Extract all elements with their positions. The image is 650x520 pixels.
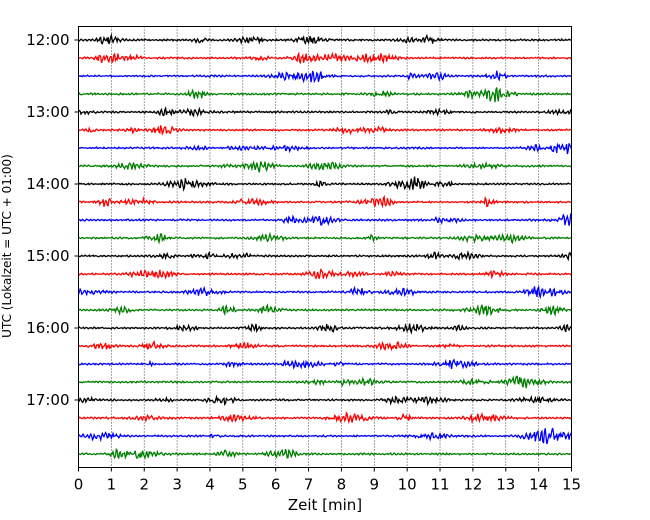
x-tick-label: 3 — [172, 476, 182, 494]
x-tick-label: 1 — [107, 476, 117, 494]
x-tick-label: 12 — [463, 476, 482, 494]
seismic-traces — [77, 32, 573, 460]
trace-1215 — [78, 51, 572, 65]
y-axis: 12:00 13:00 14:00 15:00 16:00 17:00 — [26, 31, 79, 409]
trace-1700 — [78, 394, 572, 407]
y-tick-label: 14:00 — [26, 175, 69, 193]
x-tick-label: 8 — [337, 476, 347, 494]
y-tick-label: 13:00 — [26, 103, 69, 121]
trace-1245 — [77, 87, 572, 103]
trace-1545 — [78, 303, 573, 317]
x-tick-label: 15 — [562, 476, 581, 494]
x-axis-label: Zeit [min] — [288, 496, 362, 514]
x-tick-label: 5 — [238, 476, 248, 494]
trace-1715 — [77, 411, 573, 425]
x-tick-label: 11 — [430, 476, 449, 494]
y-tick-label: 17:00 — [26, 391, 69, 409]
trace-1300 — [77, 106, 573, 118]
x-tick-label: 9 — [370, 476, 380, 494]
trace-1645 — [78, 375, 572, 389]
trace-1345 — [78, 160, 572, 173]
trace-1445 — [78, 231, 572, 245]
y-tick-label: 15:00 — [26, 247, 69, 265]
trace-1400 — [77, 176, 572, 193]
trace-1230 — [78, 70, 572, 84]
y-axis-label: UTC (Lokalzeit = UTC + 01:00) — [0, 154, 14, 338]
x-tick-label: 14 — [529, 476, 548, 494]
trace-1630 — [78, 358, 572, 370]
trace-1515 — [77, 268, 572, 280]
trace-1430 — [78, 212, 573, 227]
trace-1530 — [77, 285, 572, 300]
trace-1500 — [78, 249, 573, 262]
trace-1330 — [78, 142, 573, 155]
trace-1200 — [78, 32, 572, 45]
x-tick-label: 0 — [74, 476, 84, 494]
plot-frame — [78, 26, 572, 468]
x-tick-label: 7 — [304, 476, 314, 494]
x-tick-label: 13 — [496, 476, 515, 494]
x-axis: 0 1 2 3 4 5 6 7 8 9 10 11 12 13 14 15 — [74, 467, 581, 494]
y-tick-label: 12:00 — [26, 31, 69, 49]
trace-1600 — [78, 322, 572, 335]
y-tick-label: 16:00 — [26, 319, 69, 337]
trace-1315 — [78, 125, 572, 136]
x-tick-label: 4 — [205, 476, 215, 494]
trace-1730 — [77, 427, 573, 445]
x-tick-label: 2 — [139, 476, 149, 494]
trace-1415 — [78, 194, 572, 209]
x-tick-label: 10 — [398, 476, 417, 494]
trace-1745 — [78, 447, 572, 460]
x-tick-label: 6 — [271, 476, 281, 494]
trace-1615 — [78, 340, 572, 352]
